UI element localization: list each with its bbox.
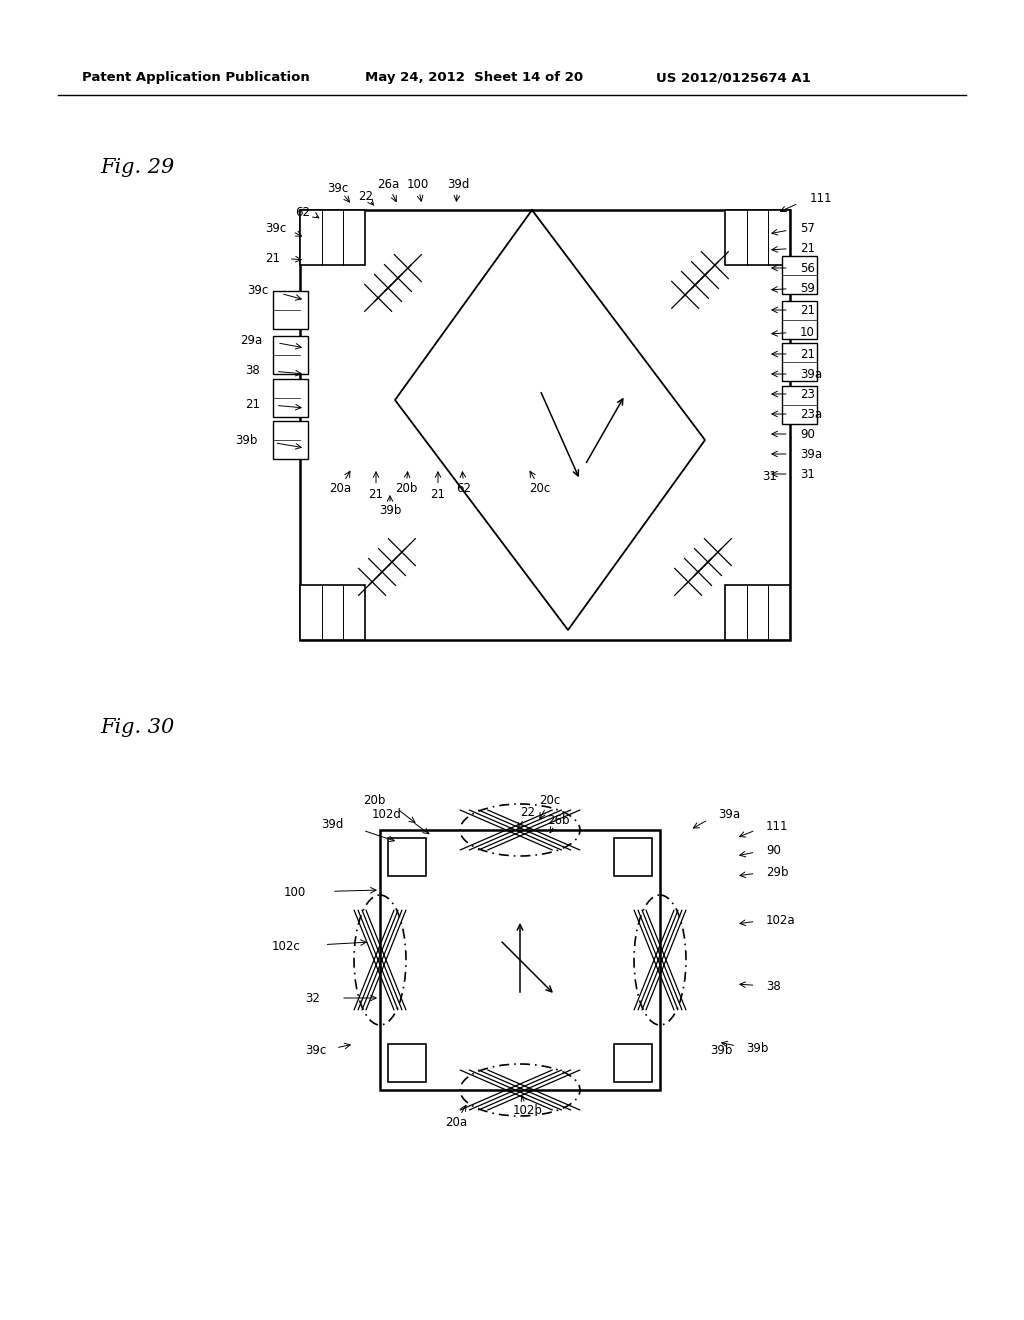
Bar — [725, 585, 790, 640]
Text: 90: 90 — [800, 428, 815, 441]
Text: 39a: 39a — [800, 447, 822, 461]
Text: 38: 38 — [766, 979, 780, 993]
Text: 39d: 39d — [322, 817, 344, 830]
Text: 102c: 102c — [271, 940, 300, 953]
Text: 62: 62 — [457, 482, 471, 495]
Text: 21: 21 — [430, 488, 445, 502]
Text: 31: 31 — [762, 470, 777, 483]
Text: 111: 111 — [810, 191, 833, 205]
Bar — [273, 337, 308, 374]
Text: 29a: 29a — [240, 334, 262, 346]
Text: 10: 10 — [800, 326, 815, 338]
Bar — [782, 301, 817, 339]
Text: 21: 21 — [245, 397, 260, 411]
Text: 39b: 39b — [746, 1041, 768, 1055]
Text: 111: 111 — [766, 820, 788, 833]
Text: 29b: 29b — [766, 866, 788, 879]
Text: Fig. 29: Fig. 29 — [100, 158, 174, 177]
Text: 39b: 39b — [379, 503, 401, 516]
Text: 20b: 20b — [364, 793, 386, 807]
Text: Patent Application Publication: Patent Application Publication — [82, 71, 309, 84]
Text: 102b: 102b — [513, 1104, 543, 1117]
Text: Fig. 30: Fig. 30 — [100, 718, 174, 737]
Text: 39c: 39c — [305, 1044, 326, 1056]
Text: 39b: 39b — [710, 1044, 732, 1056]
Text: 21: 21 — [265, 252, 280, 264]
Bar — [300, 210, 790, 640]
Text: 20a: 20a — [445, 1115, 467, 1129]
Bar — [273, 379, 308, 417]
Text: 56: 56 — [800, 261, 815, 275]
Bar — [300, 210, 365, 265]
Bar — [300, 585, 365, 640]
Text: 21: 21 — [369, 488, 384, 502]
Text: 100: 100 — [284, 886, 306, 899]
Text: 38: 38 — [246, 363, 260, 376]
Bar — [614, 838, 652, 876]
Text: 39a: 39a — [718, 808, 740, 821]
Text: 22: 22 — [358, 190, 374, 202]
Text: 21: 21 — [800, 347, 815, 360]
Text: 26b: 26b — [547, 813, 569, 826]
Bar — [388, 838, 426, 876]
Text: 39c: 39c — [328, 181, 348, 194]
Text: 20a: 20a — [329, 482, 351, 495]
Bar — [380, 830, 660, 1090]
Text: 21: 21 — [800, 242, 815, 255]
Text: 21: 21 — [800, 304, 815, 317]
Text: 20b: 20b — [395, 482, 417, 495]
Text: 22: 22 — [520, 805, 536, 818]
Text: 62: 62 — [295, 206, 310, 219]
Text: 32: 32 — [305, 991, 319, 1005]
Bar — [614, 1044, 652, 1082]
Text: 23a: 23a — [800, 408, 822, 421]
Text: 100: 100 — [407, 178, 429, 191]
Bar — [388, 1044, 426, 1082]
Text: 26a: 26a — [377, 178, 399, 191]
Bar — [782, 343, 817, 381]
Bar — [782, 385, 817, 424]
Text: 23: 23 — [800, 388, 815, 400]
Text: 39c: 39c — [265, 222, 286, 235]
Text: 59: 59 — [800, 281, 815, 294]
Text: 31: 31 — [800, 467, 815, 480]
Bar — [273, 290, 308, 329]
Text: US 2012/0125674 A1: US 2012/0125674 A1 — [656, 71, 811, 84]
Bar — [725, 210, 790, 265]
Bar — [782, 256, 817, 294]
Text: 39c: 39c — [247, 284, 268, 297]
Text: 39a: 39a — [800, 367, 822, 380]
Text: 57: 57 — [800, 222, 815, 235]
Text: 102d: 102d — [372, 808, 402, 821]
Text: 20c: 20c — [540, 793, 560, 807]
Text: 20c: 20c — [529, 482, 551, 495]
Text: 39d: 39d — [446, 178, 469, 191]
Text: 102a: 102a — [766, 913, 796, 927]
Text: 90: 90 — [766, 843, 781, 857]
Bar — [273, 421, 308, 459]
Text: 39b: 39b — [236, 433, 258, 446]
Text: May 24, 2012  Sheet 14 of 20: May 24, 2012 Sheet 14 of 20 — [365, 71, 583, 84]
